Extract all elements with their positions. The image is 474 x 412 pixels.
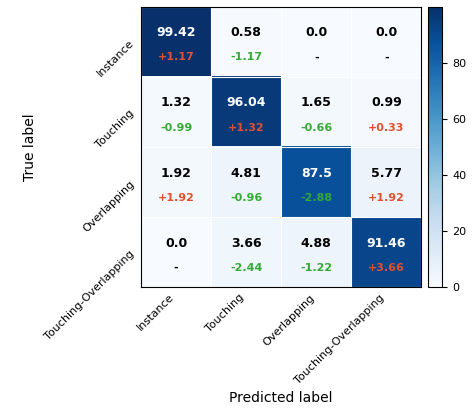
Text: 91.46: 91.46	[366, 237, 406, 250]
Text: +1.92: +1.92	[158, 193, 194, 203]
Text: -2.44: -2.44	[230, 263, 262, 273]
Text: +0.33: +0.33	[368, 122, 405, 133]
Text: 0.58: 0.58	[231, 26, 262, 40]
Text: -0.96: -0.96	[230, 193, 262, 203]
Text: +3.66: +3.66	[368, 263, 405, 273]
Text: -: -	[384, 52, 389, 63]
Text: -0.99: -0.99	[160, 122, 192, 133]
Text: 1.92: 1.92	[161, 166, 191, 180]
Text: 3.66: 3.66	[231, 237, 262, 250]
Text: 1.65: 1.65	[301, 96, 332, 110]
Text: 0.0: 0.0	[165, 237, 187, 250]
Text: 1.32: 1.32	[161, 96, 191, 110]
Text: -1.22: -1.22	[300, 263, 332, 273]
X-axis label: Predicted label: Predicted label	[229, 391, 333, 405]
Text: +1.32: +1.32	[228, 122, 264, 133]
Text: -2.88: -2.88	[300, 193, 332, 203]
Text: 96.04: 96.04	[227, 96, 266, 110]
Text: -: -	[314, 52, 319, 63]
Text: -0.66: -0.66	[300, 122, 332, 133]
Text: -: -	[174, 263, 178, 273]
Text: 4.88: 4.88	[301, 237, 332, 250]
Text: 87.5: 87.5	[301, 166, 332, 180]
Text: 0.0: 0.0	[305, 26, 328, 40]
Text: +1.92: +1.92	[368, 193, 405, 203]
Text: 0.0: 0.0	[375, 26, 398, 40]
Text: 0.99: 0.99	[371, 96, 402, 110]
Text: 99.42: 99.42	[156, 26, 196, 40]
Text: -1.17: -1.17	[230, 52, 262, 63]
Y-axis label: True label: True label	[23, 113, 37, 181]
Text: 5.77: 5.77	[371, 166, 402, 180]
Text: +1.17: +1.17	[158, 52, 194, 63]
Text: 4.81: 4.81	[231, 166, 262, 180]
